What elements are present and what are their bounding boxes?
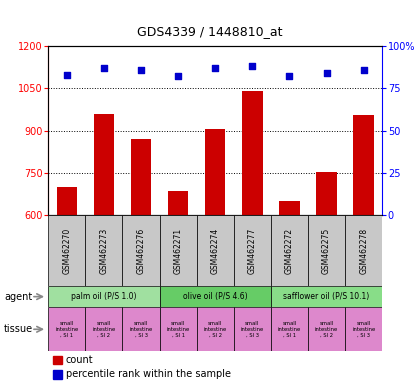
Text: small
intestine
, SI 3: small intestine , SI 3 [241, 321, 264, 338]
Bar [94, 114, 114, 384]
FancyBboxPatch shape [271, 307, 308, 351]
Text: small
intestine
, SI 1: small intestine , SI 1 [278, 321, 301, 338]
Text: small
intestine
, SI 3: small intestine , SI 3 [129, 321, 153, 338]
Text: small
intestine
, SI 2: small intestine , SI 2 [92, 321, 116, 338]
Bar [57, 187, 77, 384]
FancyBboxPatch shape [345, 307, 382, 351]
FancyBboxPatch shape [160, 286, 271, 307]
Text: count: count [66, 355, 94, 365]
FancyBboxPatch shape [48, 215, 85, 286]
FancyBboxPatch shape [160, 215, 197, 286]
FancyBboxPatch shape [197, 215, 234, 286]
Text: small
intestine
, SI 1: small intestine , SI 1 [166, 321, 190, 338]
Text: percentile rank within the sample: percentile rank within the sample [66, 369, 231, 379]
FancyBboxPatch shape [123, 307, 160, 351]
FancyBboxPatch shape [123, 215, 160, 286]
FancyBboxPatch shape [271, 286, 382, 307]
Text: GSM462273: GSM462273 [100, 227, 108, 274]
FancyBboxPatch shape [85, 307, 123, 351]
Text: tissue: tissue [4, 324, 33, 334]
FancyBboxPatch shape [234, 307, 271, 351]
Text: small
intestine
, SI 1: small intestine , SI 1 [55, 321, 79, 338]
Point [212, 65, 219, 71]
Text: small
intestine
, SI 3: small intestine , SI 3 [352, 321, 375, 338]
Bar [242, 91, 262, 384]
Point [249, 63, 256, 70]
Bar [279, 201, 299, 384]
Text: olive oil (P/S 4.6): olive oil (P/S 4.6) [183, 292, 247, 301]
Text: GSM462274: GSM462274 [211, 227, 220, 274]
FancyBboxPatch shape [234, 215, 271, 286]
Text: GSM462270: GSM462270 [62, 227, 71, 274]
FancyBboxPatch shape [160, 307, 197, 351]
Text: GSM462271: GSM462271 [173, 227, 183, 274]
Bar [168, 191, 188, 384]
Point [175, 73, 181, 79]
FancyBboxPatch shape [308, 215, 345, 286]
Text: GSM462275: GSM462275 [322, 227, 331, 274]
Text: small
intestine
, SI 2: small intestine , SI 2 [315, 321, 338, 338]
Point [323, 70, 330, 76]
FancyBboxPatch shape [48, 286, 160, 307]
FancyBboxPatch shape [345, 215, 382, 286]
Point [101, 65, 108, 71]
Text: palm oil (P/S 1.0): palm oil (P/S 1.0) [71, 292, 136, 301]
Text: GSM462277: GSM462277 [248, 227, 257, 274]
FancyBboxPatch shape [308, 307, 345, 351]
Text: safflower oil (P/S 10.1): safflower oil (P/S 10.1) [284, 292, 370, 301]
Bar [316, 172, 337, 384]
FancyBboxPatch shape [48, 307, 85, 351]
Point [360, 67, 367, 73]
Text: GDS4339 / 1448810_at: GDS4339 / 1448810_at [137, 25, 283, 38]
FancyBboxPatch shape [197, 307, 234, 351]
Point [286, 73, 293, 79]
FancyBboxPatch shape [271, 215, 308, 286]
Point [63, 72, 70, 78]
Text: GSM462276: GSM462276 [136, 227, 146, 274]
Text: GSM462272: GSM462272 [285, 227, 294, 274]
Point [138, 67, 144, 73]
Bar [131, 139, 151, 384]
FancyBboxPatch shape [85, 215, 123, 286]
Text: small
intestine
, SI 2: small intestine , SI 2 [204, 321, 227, 338]
Bar [354, 115, 374, 384]
Text: agent: agent [4, 291, 32, 302]
Bar [205, 129, 226, 384]
Text: GSM462278: GSM462278 [359, 227, 368, 274]
